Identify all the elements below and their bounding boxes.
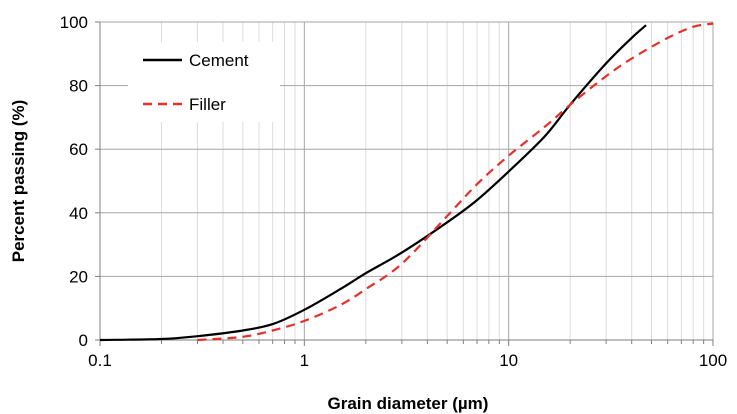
series-line-filler	[197, 22, 714, 342]
legend-label-cement: Cement	[189, 51, 249, 70]
series-line-cement	[99, 24, 647, 342]
y-tick-label: 40	[69, 204, 88, 223]
series-layer	[99, 22, 714, 342]
y-tick-label: 0	[79, 331, 88, 350]
axes	[95, 21, 714, 346]
y-tick-label: 80	[69, 77, 88, 96]
y-tick-label: 100	[60, 13, 88, 32]
legend-label-filler: Filler	[189, 95, 226, 114]
x-axis-title: Grain diameter (µm)	[328, 394, 489, 413]
y-tick-label: 60	[69, 140, 88, 159]
y-tick-label: 20	[69, 267, 88, 286]
legend-background	[128, 42, 280, 122]
x-tick-label: 0.1	[88, 351, 112, 370]
x-tick-label: 1	[300, 351, 309, 370]
x-tick-label: 10	[499, 351, 518, 370]
legend: Cement Filler	[128, 42, 280, 122]
x-tick-label: 100	[699, 351, 727, 370]
tick-labels: 0.1 1 10 100 0 20 40 60 80 100	[60, 13, 728, 370]
y-axis-title: Percent passing (%)	[9, 100, 28, 263]
